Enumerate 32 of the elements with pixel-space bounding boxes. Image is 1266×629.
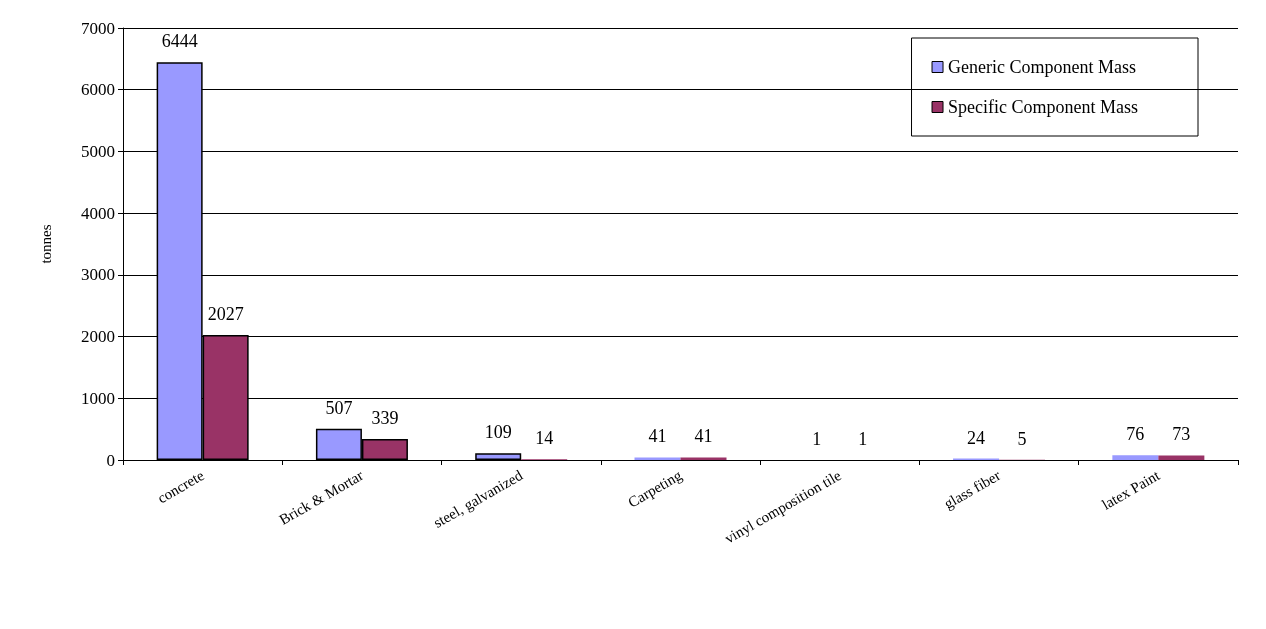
data-label: 76 bbox=[1126, 424, 1145, 445]
y-tick-label: 7000 bbox=[81, 18, 115, 38]
data-label: 1 bbox=[812, 428, 822, 449]
bar bbox=[680, 457, 727, 460]
data-label: 5 bbox=[1017, 428, 1027, 449]
bar bbox=[1158, 455, 1205, 460]
bar bbox=[634, 457, 681, 460]
bar bbox=[475, 453, 522, 460]
data-label: 2027 bbox=[207, 303, 244, 324]
data-label: 507 bbox=[325, 397, 353, 418]
bar bbox=[1112, 455, 1159, 460]
y-tick-label: 0 bbox=[106, 450, 115, 470]
legend-label: Generic Component Mass bbox=[948, 57, 1136, 77]
data-label: 1 bbox=[858, 428, 868, 449]
y-tick-label: 1000 bbox=[81, 388, 115, 408]
data-label: 24 bbox=[967, 427, 986, 448]
legend-label: Specific Component Mass bbox=[948, 97, 1139, 117]
x-tick-label: glass fiber bbox=[941, 467, 1004, 512]
data-label: 6444 bbox=[161, 31, 198, 52]
data-label: 14 bbox=[535, 428, 554, 449]
data-label: 339 bbox=[371, 408, 399, 429]
y-tick-label: 4000 bbox=[81, 203, 115, 223]
data-label: 73 bbox=[1172, 424, 1191, 445]
data-label: 109 bbox=[484, 422, 512, 443]
data-label: 41 bbox=[694, 426, 713, 447]
y-tick-label: 5000 bbox=[81, 141, 115, 161]
y-tick-label: 3000 bbox=[81, 265, 115, 285]
y-tick-label: 6000 bbox=[81, 80, 115, 100]
y-tick-label: 2000 bbox=[81, 327, 115, 347]
x-tick-label: latex Paint bbox=[1099, 466, 1164, 513]
data-label: 41 bbox=[648, 426, 667, 447]
y-axis-title: tonnes bbox=[37, 224, 54, 264]
